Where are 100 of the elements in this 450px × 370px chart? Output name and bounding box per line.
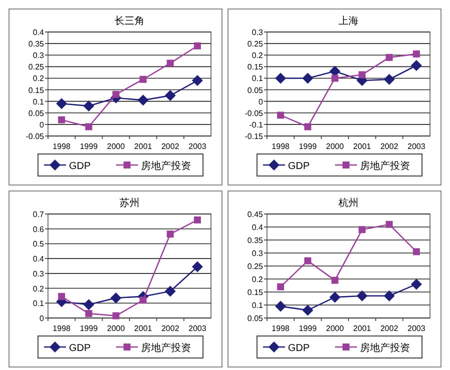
y-tick-label: 0.2 [252,275,264,284]
point [166,60,174,67]
x-tick-label: 1999 [80,142,98,151]
y-tick-label: 0.05 [247,314,264,323]
y-tick-label: 0.15 [247,288,264,297]
y-tick-label: 0.1 [32,299,45,308]
x-tick-label: 2002 [161,324,180,333]
point [194,42,201,50]
x-tick-label: 2001 [353,324,372,333]
point [275,72,286,84]
chart-title: 上海 [338,15,358,27]
y-tick-label: 0.35 [247,236,264,245]
x-tick-label: 2003 [188,324,207,333]
y-tick-label: 0.3 [32,51,45,60]
point [164,90,176,102]
point [386,220,393,228]
point [58,292,66,300]
y-tick-label: 0.15 [247,62,264,72]
y-tick-label: 0.1 [32,97,45,106]
chart-title: 苏州 [120,197,140,209]
y-tick-label: -0.1 [249,120,264,130]
y-tick-label: 0.05 [247,86,264,95]
y-tick-label: 0.5 [32,240,45,249]
x-tick-label: 2001 [134,142,153,151]
point [85,123,92,130]
point [358,226,366,234]
x-tick-label: 1999 [298,324,318,333]
x-tick-label: 2000 [326,142,344,151]
x-tick-label: 2003 [408,142,426,151]
point [166,230,174,238]
x-tick-label: 1999 [80,324,98,333]
x-tick-label: 2002 [380,324,399,333]
point [412,50,420,58]
point [83,299,94,310]
point [112,312,120,320]
y-tick-label: 0.4 [32,28,45,37]
y-tick-label: 0.45 [247,210,264,219]
point [275,300,286,312]
point [304,123,312,130]
legend-label: GDP [69,161,91,172]
x-tick-label: 2000 [107,324,126,333]
point [412,248,420,256]
x-tick-label: 2002 [161,142,180,151]
legend-label: GDP [288,343,310,354]
point [194,216,201,224]
y-tick-label: 0.3 [252,28,264,37]
point [331,276,338,284]
x-tick-label: 2002 [380,142,399,151]
y-tick-label: 0.05 [28,108,45,118]
y-tick-label: -0.05 [244,108,264,118]
y-tick-label: 0.15 [28,86,45,95]
point [410,278,422,290]
point [384,290,395,302]
x-tick-label: 1998 [52,324,72,333]
point [192,75,203,86]
y-tick-label: 0.7 [32,210,45,219]
point [58,116,66,124]
legend-label: 房地产投资 [360,160,410,172]
y-tick-label: 0.6 [32,224,45,234]
point [85,310,92,318]
x-tick-label: 1998 [272,324,290,333]
x-tick-label: 1999 [298,142,318,151]
y-tick-label: 0 [258,97,264,106]
point [304,257,312,264]
point [277,112,284,119]
x-tick-label: 1998 [52,142,72,151]
point [358,71,366,78]
point [329,292,340,303]
point [83,100,94,112]
x-tick-label: 2001 [353,142,372,151]
point [192,261,203,272]
y-tick-label: 0.4 [252,223,264,232]
legend-label: 房地产投资 [141,160,191,172]
y-tick-label: 0.25 [247,262,264,271]
y-tick-label: 0.3 [32,269,45,278]
legend-label: GDP [288,161,310,172]
y-tick-label: -0.05 [26,132,45,141]
point [386,54,393,61]
point [331,74,338,82]
y-tick-label: 0.2 [32,74,45,84]
y-tick-label: 0.35 [28,40,45,49]
point [112,90,120,98]
x-tick-label: 2003 [408,324,426,333]
legend-label: 房地产投资 [360,342,410,354]
y-tick-label: 0.4 [32,254,45,264]
y-tick-label: 0.25 [247,40,264,49]
x-tick-label: 2000 [107,142,126,151]
chart-title: 杭州 [338,197,358,209]
point [164,286,176,297]
x-tick-label: 2003 [188,142,207,151]
y-tick-label: 0 [40,120,45,130]
point [302,304,314,316]
x-tick-label: 2001 [134,324,153,333]
point [356,290,368,302]
y-tick-label: -0.15 [244,132,264,141]
y-tick-label: 0.1 [252,74,264,84]
y-tick-label: 0 [40,314,45,323]
point [140,296,147,304]
point [410,60,422,72]
legend-label: GDP [69,343,91,354]
